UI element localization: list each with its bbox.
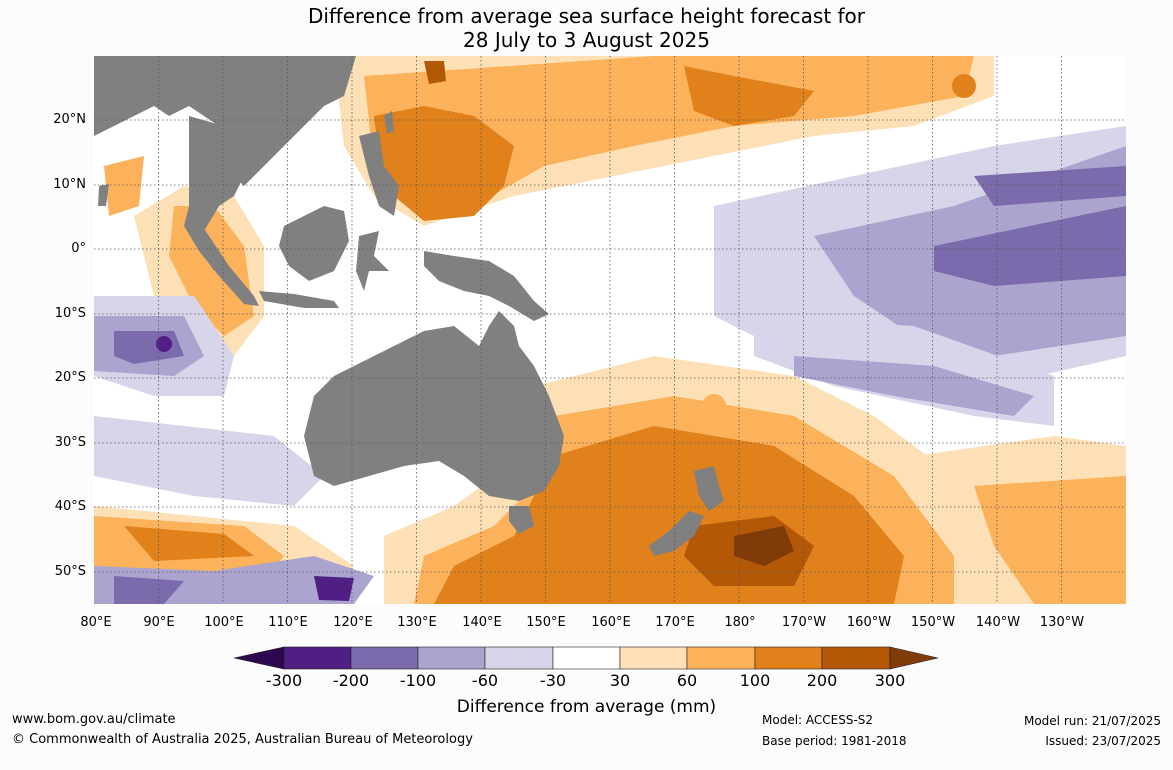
lon-label-160w: 160°W <box>846 615 892 630</box>
anomaly-orange-strong <box>124 526 254 561</box>
anomaly-orange-spot <box>702 394 726 418</box>
lon-label-90e: 90°E <box>143 615 175 630</box>
graticule <box>94 56 1126 604</box>
lat-label-20n: 20°N <box>53 112 86 127</box>
legend-swatch-minus-60-to-30 <box>484 646 554 670</box>
lon-label-170e: 170°E <box>655 615 695 630</box>
lat-label-0: 0° <box>71 241 86 256</box>
lon-label-150e: 150°E <box>526 615 566 630</box>
lat-label-20s: 20°S <box>54 370 86 385</box>
new-guinea-land <box>424 251 549 321</box>
sulawesi-land <box>356 231 389 291</box>
legend-tick-label: -200 <box>332 671 370 690</box>
footer-url-link[interactable]: www.bom.gov.au/climate <box>12 712 176 727</box>
lon-label-100e: 100°E <box>204 615 244 630</box>
anomaly-purple-mid <box>934 206 1126 286</box>
legend-swatch-minus-30-to-30 <box>552 646 621 670</box>
lon-label-180: 180° <box>724 615 756 630</box>
footer-copyright: © Commonwealth of Australia 2025, Austra… <box>12 732 473 747</box>
lon-label-80e: 80°E <box>80 615 112 630</box>
sumatra-land <box>184 206 259 306</box>
legend-tick-label: -300 <box>265 671 303 690</box>
legend-tick-label: 100 <box>739 671 771 690</box>
anomaly-orange-spot <box>844 76 864 96</box>
anomaly-purple-mid <box>974 166 1126 206</box>
map-title: Difference from average sea surface heig… <box>0 4 1173 52</box>
anomaly-orange-spot <box>1020 502 1048 530</box>
lon-label-150w: 150°W <box>910 615 956 630</box>
footer-issued: Issued: 23/07/2025 <box>1045 734 1161 748</box>
sri-lanka-land <box>98 184 109 206</box>
lat-label-40s: 40°S <box>54 499 86 514</box>
lat-label-30s: 30°S <box>54 435 86 450</box>
anomaly-orange-strong <box>374 106 514 221</box>
java-land <box>259 291 339 308</box>
anomaly-orange-mid <box>364 56 974 206</box>
legend-swatch-30-to-60 <box>619 646 688 670</box>
color-legend-bar <box>234 646 939 670</box>
lon-label-130e: 130°E <box>397 615 437 630</box>
legend-swatch-minus-200-to-100 <box>350 646 419 670</box>
anomaly-purple-spot <box>156 336 172 352</box>
anomaly-purple-mid <box>114 576 184 604</box>
anomaly-purple-pale <box>94 416 324 506</box>
lon-label-130w: 130°W <box>1039 615 1085 630</box>
legend-tick-label: 200 <box>806 671 838 690</box>
title-line-2: 28 July to 3 August 2025 <box>463 28 710 52</box>
footer-model-run: Model run: 21/07/2025 <box>1023 714 1161 728</box>
anomaly-brown <box>424 61 446 84</box>
lon-label-120e: 120°E <box>333 615 373 630</box>
lon-label-140w: 140°W <box>975 615 1021 630</box>
legend-tick-label: -60 <box>471 671 499 690</box>
asia-land <box>94 56 356 186</box>
legend-swatch-60-to-100 <box>686 646 756 670</box>
legend-tick-label: 60 <box>676 671 698 690</box>
anomaly-fields <box>94 56 1126 604</box>
borneo-land <box>279 206 349 281</box>
lon-label-110e: 110°E <box>268 615 308 630</box>
taiwan-land <box>384 111 394 134</box>
lon-label-170w: 170°W <box>781 615 827 630</box>
legend-swatch-minus-300-to-200 <box>283 646 352 670</box>
legend-tick-label: -100 <box>399 671 437 690</box>
new-zealand-south-land <box>649 511 704 556</box>
legend-tick-label: 30 <box>609 671 631 690</box>
legend-title: Difference from average (mm) <box>456 697 717 717</box>
anomaly-orange-spot <box>114 164 134 184</box>
lat-label-10n: 10°N <box>53 177 86 192</box>
anomaly-orange-mid <box>169 206 254 336</box>
lat-label-10s: 10°S <box>54 306 86 321</box>
legend-swatch-below-minus-300 <box>234 646 285 670</box>
philippines-land <box>359 131 399 216</box>
tasmania-land <box>509 506 534 534</box>
anomaly-orange-strong <box>684 66 814 126</box>
legend-swatch-200-to-300 <box>821 646 891 670</box>
lon-label-160e: 160°E <box>591 615 631 630</box>
new-zealand-land <box>694 466 724 511</box>
australia-land <box>304 311 564 501</box>
anomaly-purple-light <box>794 356 1034 416</box>
title-line-1: Difference from average sea surface heig… <box>307 4 866 28</box>
anomaly-orange-mid <box>874 61 974 101</box>
legend-swatch-100-to-200 <box>754 646 823 670</box>
anomaly-orange-mid <box>974 476 1126 604</box>
sea-surface-height-map <box>94 56 1126 604</box>
anomaly-purple-deep <box>314 576 354 601</box>
anomaly-orange-mid <box>104 156 144 216</box>
lon-label-140e: 140°E <box>462 615 502 630</box>
lat-label-50s: 50°S <box>54 564 86 579</box>
hainan-land <box>279 124 292 136</box>
legend-swatch-above-300 <box>889 646 939 670</box>
land-masses <box>94 56 724 556</box>
footer-base-period: Base period: 1981-2018 <box>762 734 907 748</box>
legend-swatch-minus-100-to-60 <box>417 646 486 670</box>
anomaly-dark-brown <box>734 526 794 566</box>
legend-tick-label: -30 <box>539 671 567 690</box>
footer-model: Model: ACCESS-S2 <box>762 713 874 727</box>
legend-tick-label: 300 <box>874 671 906 690</box>
anomaly-orange-spot <box>952 74 976 98</box>
